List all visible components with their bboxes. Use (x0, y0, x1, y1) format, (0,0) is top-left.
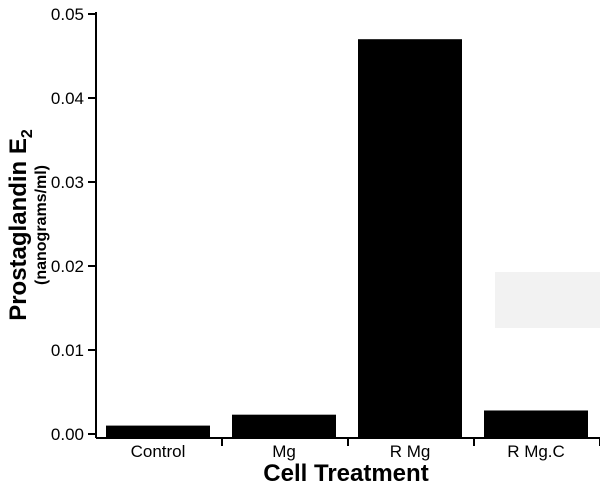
bar-mg (232, 414, 336, 438)
x-axis-ticks: Control Mg R Mg R Mg.C (131, 438, 600, 461)
y-axis-units: (nanograms/ml) (33, 165, 50, 285)
y-axis-title-main: Prostaglandin E2 (5, 129, 36, 321)
y-tick-label: 0.05 (51, 5, 84, 24)
y-axis-title-subscript: 2 (19, 129, 36, 138)
x-axis-title: Cell Treatment (263, 460, 428, 484)
y-tick-label: 0.03 (51, 173, 84, 192)
y-tick-label: 0.04 (51, 89, 84, 108)
x-category-label: R Mg.C (507, 442, 565, 461)
y-axis-ticks: 0.00 0.01 0.02 0.03 0.04 0.05 (51, 5, 96, 444)
bar-r-mg-c (484, 410, 588, 438)
bar-control (106, 425, 210, 438)
y-tick-label: 0.00 (51, 425, 84, 444)
y-axis-title: Prostaglandin E2 (nanograms/ml) (5, 129, 50, 321)
y-tick-label: 0.01 (51, 341, 84, 360)
y-tick-label: 0.02 (51, 257, 84, 276)
x-category-label: Control (131, 442, 186, 461)
x-category-label: R Mg (390, 442, 431, 461)
background-patch (495, 272, 600, 328)
y-axis-title-text: Prostaglandin E (5, 138, 32, 321)
bar-r-mg (358, 39, 462, 438)
x-category-label: Mg (272, 442, 296, 461)
bars-group (106, 39, 588, 438)
